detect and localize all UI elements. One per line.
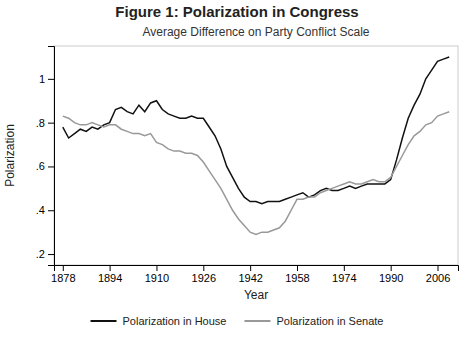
x-tick-label: 1942 xyxy=(238,272,262,284)
line xyxy=(63,57,449,204)
y-axis-line xyxy=(48,47,55,266)
x-tick-label: 1974 xyxy=(332,272,356,284)
y-tick: .8 xyxy=(36,117,54,129)
legend-swatch xyxy=(244,320,270,322)
y-tick: .6 xyxy=(36,160,54,172)
lines xyxy=(63,57,449,234)
legend-label: Polarization in House xyxy=(123,315,227,327)
x-tick: 1942 xyxy=(238,265,262,284)
line xyxy=(63,112,449,235)
x-tick-mark xyxy=(110,265,111,271)
x-tick-mark xyxy=(297,265,298,271)
y-axis: .2 .4 .6 .8 1 xyxy=(36,47,55,266)
y-axis-title: Polarization xyxy=(3,124,17,187)
y-tick-label: .6 xyxy=(36,160,45,172)
x-tick-label: 1910 xyxy=(145,272,169,284)
title: Figure 1: Polarization in Congress xyxy=(115,3,358,20)
x-tick-mark xyxy=(63,265,64,271)
x-tick-mark xyxy=(156,265,157,271)
x-tick: 1974 xyxy=(332,265,356,284)
y-tick-label: 1 xyxy=(39,73,45,85)
x-tick-mark xyxy=(391,265,392,271)
x-tick-label: 1894 xyxy=(98,272,122,284)
x-tick-mark xyxy=(250,265,251,271)
plot-frame xyxy=(54,46,458,265)
x-tick-mark xyxy=(203,265,204,271)
x-tick-label: 1878 xyxy=(51,272,75,284)
legend-item: Polarization in House xyxy=(91,315,227,327)
y-tick-label: .4 xyxy=(36,204,45,216)
legend-label: Polarization in Senate xyxy=(276,315,383,327)
y-tick-mark xyxy=(48,254,54,255)
legend-item: Polarization in Senate xyxy=(244,315,383,327)
y-tick-mark xyxy=(48,123,54,124)
x-axis-line xyxy=(55,266,459,272)
subtitle: Average Difference on Party Conflict Sca… xyxy=(142,25,369,39)
y-tick: .2 xyxy=(36,248,54,260)
y-tick-label: .2 xyxy=(36,248,45,260)
x-tick-label: 1926 xyxy=(192,272,216,284)
x-axis: 1878 1894 1910 1926 1942 1958 1974 1990 2006 xyxy=(51,265,458,284)
plot: 1878 1894 1910 1926 1942 1958 1974 1990 2006 .2 .4… xyxy=(36,46,459,284)
x-tick-mark xyxy=(438,265,439,271)
x-tick: 1990 xyxy=(379,265,403,284)
legend-swatch xyxy=(91,320,117,322)
x-tick-label: 2006 xyxy=(426,272,450,284)
x-tick-label: 1990 xyxy=(379,272,403,284)
x-tick-label: 1958 xyxy=(285,272,309,284)
x-tick: 1878 xyxy=(51,265,75,284)
x-axis-title: Year xyxy=(244,288,268,302)
y-tick-label: .8 xyxy=(36,117,45,129)
x-tick-mark xyxy=(344,265,345,271)
x-tick: 2006 xyxy=(426,265,450,284)
y-tick-mark xyxy=(48,166,54,167)
x-tick: 1910 xyxy=(145,265,169,284)
y-tick-mark xyxy=(48,210,54,211)
x-tick: 1894 xyxy=(98,265,122,284)
y-tick-mark xyxy=(48,79,54,80)
x-tick: 1926 xyxy=(192,265,216,284)
y-tick: .4 xyxy=(36,204,54,216)
chart: Figure 1: Polarization in Congress Averag… xyxy=(0,0,474,345)
y-tick: 1 xyxy=(39,73,54,85)
x-tick: 1958 xyxy=(285,265,309,284)
legend: Polarization in House Polarization in Sen… xyxy=(91,315,384,327)
